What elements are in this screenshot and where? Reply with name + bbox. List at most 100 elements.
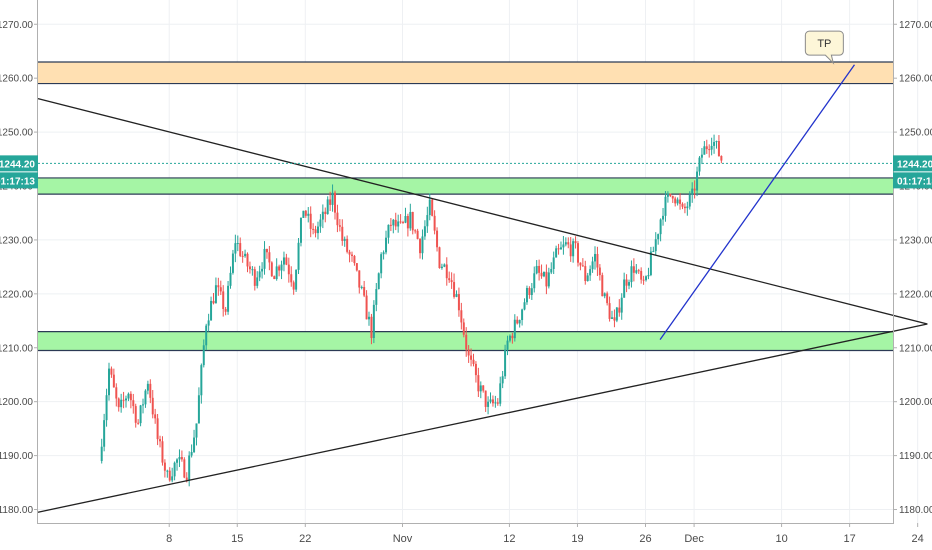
candle-body [586, 275, 589, 282]
candle-body [338, 225, 341, 227]
last-price-badge [0, 155, 38, 172]
candle-body [511, 335, 514, 339]
candle-body [589, 269, 592, 276]
candle-body [632, 266, 635, 273]
candle-body [100, 446, 103, 461]
candle-body [292, 282, 295, 290]
candle-body [703, 146, 706, 155]
candle-body [448, 278, 451, 281]
candle-body [387, 224, 390, 238]
candle-body [457, 294, 460, 311]
candle-body [545, 271, 548, 287]
candle-body [370, 316, 373, 339]
candle-body [219, 287, 222, 292]
tp-callout[interactable]: TP [804, 30, 844, 65]
candle-body [414, 230, 417, 232]
candle-body [389, 224, 392, 226]
x-tick-label: 10 [775, 533, 787, 545]
x-tick-label: 24 [912, 533, 924, 545]
candle-body [139, 405, 142, 424]
candle-body [397, 221, 400, 227]
candle-body [411, 211, 414, 231]
tp-label: TP [817, 38, 831, 50]
candle-body [159, 439, 162, 442]
candle-body [628, 282, 631, 286]
candle-body [333, 192, 336, 213]
candle-body [438, 247, 441, 269]
candle-body [708, 149, 711, 151]
candle-body [197, 395, 200, 424]
candle-body [574, 241, 577, 244]
candle-body [683, 206, 686, 209]
candle-body [662, 215, 665, 220]
candle-body [202, 345, 205, 366]
candle-body [676, 199, 679, 204]
candle-body [450, 280, 453, 283]
trendlines[interactable] [37, 64, 928, 513]
candle-body [263, 248, 266, 269]
candle-body [533, 273, 536, 289]
candle-body [212, 300, 215, 304]
countdown-badge [893, 172, 932, 189]
candle-body [496, 402, 499, 404]
candle-body [581, 265, 584, 267]
x-tick-label: 22 [299, 533, 311, 545]
candle-body [666, 193, 669, 197]
candle-body [477, 375, 480, 392]
candle-body [615, 307, 618, 321]
candle-body [693, 188, 696, 191]
candle-body [562, 244, 565, 248]
price-badges: 1244.20 01:17:13 1244.20 01:17:13 [0, 155, 932, 189]
candle-body [443, 264, 446, 267]
candle-body [487, 401, 490, 407]
candle-body [178, 457, 181, 460]
x-tick-label: 8 [166, 533, 172, 545]
countdown-label: 01:17:13 [0, 176, 35, 187]
last-price-badge [893, 155, 932, 172]
candle-body [567, 242, 570, 245]
candle-body [547, 272, 550, 287]
candle-body [214, 285, 217, 304]
candle-body [530, 288, 533, 295]
candle-body [348, 251, 351, 255]
right-price-axis[interactable]: 1180.00 1190.00 1200.00 1210.00 1220.00 1230.… [893, 20, 932, 516]
candle-body [479, 385, 482, 392]
candle-body [572, 241, 575, 257]
right-tick-label: 1210.00 [899, 343, 932, 354]
candle-body [285, 257, 288, 265]
left-tick-label: 1190.00 [0, 451, 33, 462]
candle-body [351, 254, 353, 256]
candle-body [521, 309, 524, 321]
candle-body [195, 423, 198, 438]
candle-body [611, 317, 614, 319]
candle-body [290, 274, 293, 283]
candle-body [686, 206, 689, 209]
candle-body [640, 270, 643, 280]
candle-body [635, 270, 638, 273]
candle-body [696, 171, 699, 191]
left-tick-label: 1250.00 [0, 128, 33, 139]
candle-body [190, 452, 193, 456]
candle-body [234, 243, 237, 254]
candle-body [377, 273, 380, 290]
candle-body [360, 286, 363, 288]
zones [38, 61, 893, 352]
candle-body [358, 270, 361, 288]
candle-body [231, 253, 234, 273]
time-axis[interactable]: 8 15 22 Nov 12 19 26 Dec 10 17 24 [166, 523, 924, 545]
candle-body [103, 420, 106, 447]
candle-body [282, 257, 285, 265]
candle-body [659, 219, 662, 235]
candle-body [603, 293, 606, 297]
candle-body [698, 157, 701, 172]
candle-body [416, 230, 419, 239]
right-tick-label: 1250.00 [899, 128, 932, 139]
candle-body [380, 254, 383, 274]
candle-body [151, 397, 154, 415]
candle-body [472, 359, 475, 364]
candle-body [132, 400, 135, 407]
candle-body [253, 269, 256, 286]
candle-body [504, 349, 507, 377]
